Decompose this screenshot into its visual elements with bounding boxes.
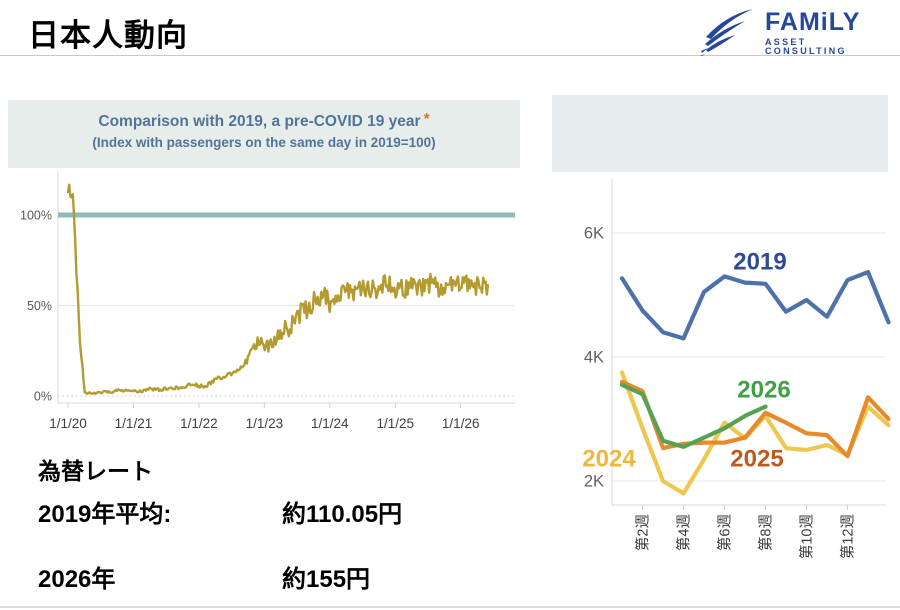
y-tick-label: 2K — [584, 473, 604, 491]
left-chart-title-asterisk: * — [423, 111, 430, 128]
passenger-index-chart-panel: Comparison with 2019, a pre-COVID 19 yea… — [8, 100, 520, 444]
company-logo: FAMiLY ASSET CONSULTING — [698, 8, 888, 58]
left-chart-title-text: Comparison with 2019, a pre-COVID 19 yea… — [98, 113, 421, 130]
x-tick-label: 1/1/21 — [115, 416, 153, 431]
x-tick-label-rotated: 第4週 — [675, 514, 693, 551]
logo-brand-text: FAMiLY — [765, 8, 861, 36]
x-tick-label-rotated: 第12週 — [839, 514, 857, 559]
page-title: 日本人動向 — [28, 18, 188, 53]
exchange-rate-label-2019: 2019年平均: — [38, 501, 172, 528]
y-tick-label: 100% — [20, 209, 52, 223]
series-line-2026 — [619, 382, 768, 449]
series-label-2024: 2024 — [582, 446, 636, 473]
exchange-rate-row-2019: 2019年平均: 約110.05円 — [38, 494, 518, 529]
exchange-rate-label-2026: 2026年 — [38, 566, 116, 593]
passenger-index-series-line — [66, 183, 490, 396]
exchange-rate-row-2026: 2026年 約155円 — [38, 559, 518, 594]
y-tick-label: 50% — [27, 299, 52, 313]
exchange-rate-heading: 為替レート — [38, 458, 153, 484]
weekly-passengers-chart-panel: 6K 4K 2K 第2週 第4週 第6週 第8週 第10週 第12週 2019 2024 2025 20… — [552, 95, 891, 582]
x-tick-label: 1/1/25 — [376, 416, 414, 431]
header-divider — [0, 55, 900, 56]
left-chart-subtitle: (Index with passengers on the same day i… — [92, 135, 436, 150]
x-tick-label-rotated: 第6週 — [716, 514, 734, 551]
series-label-2026: 2026 — [737, 377, 790, 404]
x-tick-label: 1/1/22 — [180, 416, 218, 431]
x-tick-label-rotated: 第10週 — [798, 514, 816, 559]
x-tick-label: 1/1/26 — [442, 416, 480, 431]
weekly-passengers-line-chart: 6K 4K 2K 第2週 第4週 第6週 第8週 第10週 第12週 2019 2024 2025 20… — [582, 178, 891, 559]
x-tick-label-rotated: 第2週 — [634, 514, 652, 551]
exchange-rate-value-2026: 約155円 — [282, 566, 371, 593]
logo-wing-icon — [698, 6, 756, 61]
x-tick-label: 1/1/20 — [49, 416, 87, 431]
series-line-2019 — [619, 269, 891, 341]
series-label-2025: 2025 — [730, 446, 783, 473]
x-tick-label: 1/1/24 — [311, 416, 349, 431]
exchange-rate-value-2019: 約110.05円 — [282, 501, 403, 528]
exchange-rate-block: 為替レート 2019年平均: 約110.05円 2026年 約155円 — [38, 452, 518, 594]
x-tick-label-rotated: 第8週 — [757, 514, 775, 551]
passenger-index-line-chart: 100% 50% 0% 1/1/20 1/1/21 1/1/22 1/1/23 1/1/24 1… — [20, 170, 515, 431]
left-chart-header: Comparison with 2019, a pre-COVID 19 yea… — [8, 100, 520, 168]
series-label-2019: 2019 — [733, 249, 786, 276]
logo-tagline-text: ASSET CONSULTING — [765, 37, 847, 56]
y-tick-label: 0% — [34, 390, 52, 404]
right-chart-header — [552, 95, 888, 172]
left-chart-title: Comparison with 2019, a pre-COVID 19 yea… — [8, 111, 520, 131]
bottom-divider — [0, 606, 900, 608]
y-tick-label: 6K — [584, 225, 604, 243]
y-tick-label: 4K — [584, 349, 604, 367]
series-line-2025 — [619, 379, 891, 459]
x-tick-label: 1/1/23 — [246, 416, 284, 431]
